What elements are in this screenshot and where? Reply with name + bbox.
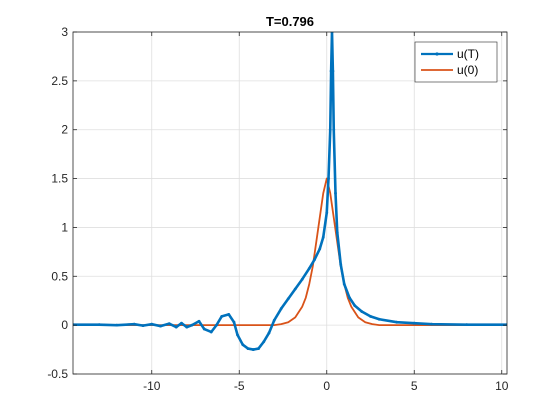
data-point-uT (272, 318, 276, 322)
plot-area (73, 32, 507, 374)
data-point-uT (220, 314, 224, 318)
data-point-uT (97, 323, 101, 327)
chart-title: T=0.796 (266, 14, 314, 29)
data-point-uT (325, 211, 329, 215)
data-point-uT (332, 128, 336, 132)
data-point-uT (339, 263, 343, 266)
data-point-uT (209, 330, 213, 334)
data-point-uT (286, 297, 290, 301)
legend: u(T) u(0) (414, 41, 498, 83)
data-point-uT (369, 314, 372, 318)
data-point-uT (348, 296, 351, 300)
legend-label-uT: u(T) (457, 47, 479, 61)
data-point-uT (241, 343, 245, 347)
y-tick-label: 0 (61, 318, 68, 332)
y-tick-label: 2.5 (51, 74, 68, 88)
data-point-uT (377, 317, 381, 321)
data-point-uT (293, 287, 297, 291)
x-tick-label: 10 (495, 379, 509, 393)
data-point-uT (197, 319, 201, 323)
data-point-uT (180, 321, 183, 325)
data-point-uT (318, 247, 322, 251)
data-point-uT (159, 324, 162, 328)
y-tick-label: 0.5 (51, 269, 68, 283)
series-line-u0 (73, 177, 507, 327)
data-point-uT (185, 325, 189, 329)
data-point-uT (327, 177, 330, 180)
data-point-uT (190, 323, 194, 327)
data-point-uT (360, 310, 364, 313)
data-point-uT (412, 321, 416, 325)
data-point-uT (150, 322, 154, 326)
data-point-uT (430, 322, 434, 326)
x-tick-label: -10 (143, 379, 161, 393)
data-point-uT (141, 324, 145, 328)
x-tick-label: 0 (323, 379, 330, 393)
data-point-uT (342, 282, 346, 286)
data-point-uT (334, 191, 337, 195)
y-tick-label: -0.5 (47, 367, 68, 381)
data-point-uT (267, 331, 271, 335)
data-point-uT (215, 323, 218, 327)
data-point-uT (300, 277, 304, 281)
ticks: -10 -5 0 5 10 -0.5 0 0.5 1 1.5 2 2.5 3 (47, 25, 508, 393)
data-point-uT (246, 347, 250, 350)
data-point-uT (257, 347, 260, 350)
data-point-uT (262, 340, 266, 344)
data-point-uT (202, 327, 206, 331)
data-point-uT (227, 312, 231, 316)
legend-marker (435, 52, 439, 56)
data-point-uT (232, 320, 236, 324)
y-tick-label: 3 (61, 25, 68, 39)
data-point-uT (167, 322, 171, 326)
data-point-uT (132, 322, 136, 326)
series-layer (73, 32, 507, 351)
y-tick-label: 2 (61, 123, 68, 137)
data-point-uT (465, 323, 469, 327)
data-point-uT (115, 323, 119, 327)
x-tick-label: 5 (411, 379, 418, 393)
axes-box (72, 31, 508, 375)
data-point-uT (328, 128, 332, 132)
data-point-uT (251, 348, 255, 351)
data-point-uT (353, 304, 357, 307)
data-point-uT (321, 235, 325, 239)
data-point-uT (307, 267, 311, 270)
data-point-uT (335, 230, 339, 234)
legend-box (414, 41, 498, 83)
data-point-uT (313, 258, 316, 262)
y-tick-label: 1.5 (51, 172, 68, 186)
data-point-uT (236, 333, 239, 337)
data-point-uT (279, 307, 283, 310)
data-point-uT (174, 325, 178, 329)
data-point-uT (395, 320, 399, 324)
legend-label-u0: u(0) (457, 63, 478, 77)
data-point-uT (331, 69, 335, 73)
y-tick-label: 1 (61, 220, 68, 234)
x-tick-label: -5 (234, 379, 245, 393)
